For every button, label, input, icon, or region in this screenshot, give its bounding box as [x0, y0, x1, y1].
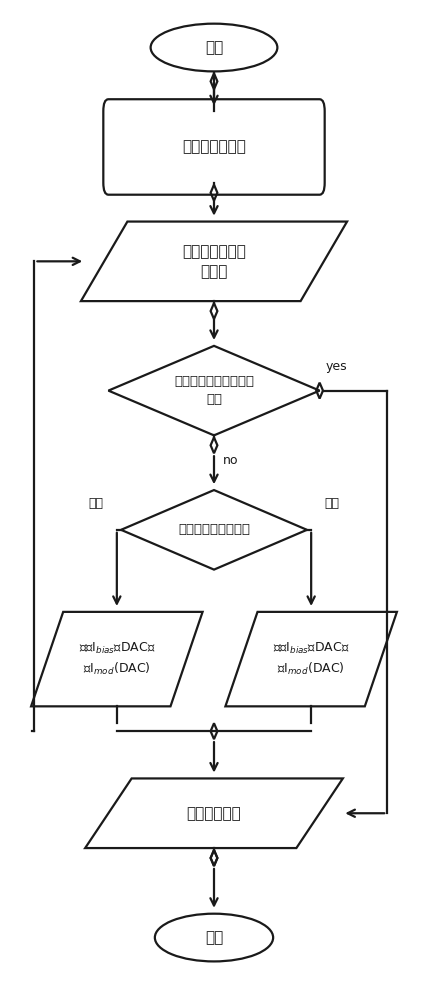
Text: 偏小: 偏小 — [325, 497, 340, 510]
Text: yes: yes — [326, 360, 348, 373]
Text: 光功率偏大还是偏小: 光功率偏大还是偏小 — [178, 523, 250, 536]
Text: 增大I$_{bias}$（DAC）
和I$_{mod}$(DAC): 增大I$_{bias}$（DAC） 和I$_{mod}$(DAC) — [273, 641, 349, 677]
Text: 开始: 开始 — [205, 40, 223, 55]
Text: 偏大: 偏大 — [88, 497, 103, 510]
Text: 减小I$_{bias}$（DAC）
和I$_{mod}$(DAC): 减小I$_{bias}$（DAC） 和I$_{mod}$(DAC) — [79, 641, 155, 677]
Text: 保存调试结果: 保存调试结果 — [187, 806, 241, 821]
Text: 光功率是否在第一目标
范围: 光功率是否在第一目标 范围 — [174, 375, 254, 406]
Text: 光功率自动调测: 光功率自动调测 — [182, 139, 246, 154]
Text: 结束: 结束 — [205, 930, 223, 945]
Text: 检测待测光模块
光功率: 检测待测光模块 光功率 — [182, 244, 246, 279]
Text: no: no — [223, 454, 239, 467]
